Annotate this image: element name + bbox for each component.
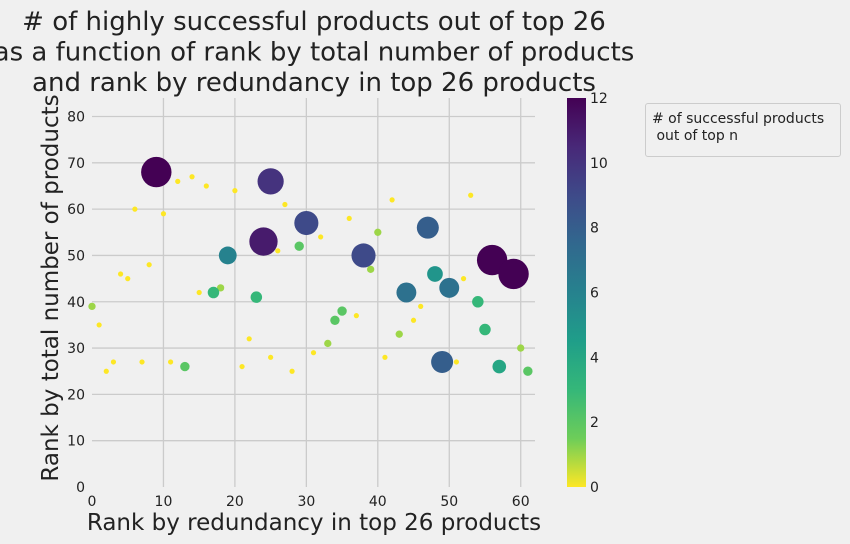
x-tick-label: 60 <box>512 494 530 510</box>
scatter-point <box>427 266 443 282</box>
y-tick-label: 70 <box>67 156 85 172</box>
scatter-point <box>239 363 245 370</box>
scatter-point <box>110 359 117 365</box>
scatter-point <box>196 289 202 296</box>
scatter-point <box>175 178 181 184</box>
scatter-point <box>517 344 525 352</box>
x-tick-label: 0 <box>88 494 97 510</box>
scatter-point <box>351 243 376 268</box>
colorbar-tick-label: 8 <box>590 221 599 237</box>
scatter-point <box>318 234 324 240</box>
scatter-point <box>96 322 102 328</box>
y-tick-label: 10 <box>67 434 85 450</box>
scatter-point <box>374 228 382 236</box>
colorbar-tick-label: 4 <box>590 350 599 366</box>
scatter-point <box>125 276 131 282</box>
scatter-point <box>88 302 96 311</box>
y-axis-label: Rank by total number of products <box>38 94 64 481</box>
x-axis-label: Rank by redundancy in top 26 products <box>87 510 541 536</box>
colorbar-tick-label: 0 <box>590 480 599 496</box>
scatter-point <box>523 366 533 376</box>
scatter-point <box>431 350 454 373</box>
y-tick-label: 80 <box>67 110 85 126</box>
scatter-point <box>410 317 417 323</box>
colorbar-tick-label: 12 <box>590 91 608 107</box>
y-tick-label: 50 <box>67 248 85 264</box>
scatter-point <box>189 174 195 180</box>
scatter-point <box>310 350 317 356</box>
scatter-point <box>218 246 237 265</box>
scatter-point <box>498 258 529 290</box>
scatter-point <box>103 368 109 374</box>
chart-title: # of highly successful products out of t… <box>0 7 634 98</box>
scatter-point <box>203 183 209 189</box>
colorbar-tick-label: 2 <box>590 415 599 431</box>
scatter-point <box>117 271 124 277</box>
scatter-point <box>353 313 359 319</box>
axis-ticks: 0 10 20 30 40 50 60 0 10 20 30 40 50 60 70 80 <box>67 110 529 510</box>
scatter-point <box>167 359 174 365</box>
scatter-point <box>337 306 347 316</box>
scatter-point <box>330 315 340 325</box>
scatter-point <box>246 336 252 342</box>
scatter-point <box>416 216 439 239</box>
title-line: as a function of rank by total number of… <box>0 38 634 68</box>
scatter-point <box>275 248 281 254</box>
scatter-point <box>282 201 288 208</box>
scatter-point <box>180 361 190 372</box>
y-tick-label: 0 <box>76 480 85 496</box>
scatter-point <box>492 359 507 374</box>
scatter-point <box>249 227 278 256</box>
scatter-point <box>232 188 238 194</box>
colorbar-tick-label: 6 <box>590 286 599 302</box>
x-tick-label: 20 <box>226 494 244 510</box>
scatter-point <box>207 286 220 299</box>
colorbar <box>567 98 586 487</box>
scatter-point <box>146 262 152 268</box>
y-tick-label: 40 <box>67 295 85 311</box>
scatter-point <box>216 284 225 292</box>
y-tick-label: 30 <box>67 341 85 357</box>
scatter-point <box>367 265 375 273</box>
colorbar-tick-label: 10 <box>590 156 608 172</box>
scatter-point <box>141 156 172 188</box>
scatter-point <box>160 211 167 217</box>
scatter-point <box>479 323 491 336</box>
legend: # of successful products out of top n <box>645 103 841 157</box>
scatter-point <box>294 210 319 236</box>
title-line: and rank by redundancy in top 26 product… <box>32 68 596 98</box>
scatter-point <box>324 339 332 348</box>
scatter-point <box>418 303 424 309</box>
scatter-point <box>453 359 460 365</box>
scatter-point <box>472 296 484 308</box>
scatter-point <box>396 282 417 303</box>
scatter-point <box>439 277 460 298</box>
scatter-point <box>132 206 138 212</box>
scatter-point <box>139 359 145 365</box>
scatter-point <box>395 330 403 338</box>
x-tick-label: 50 <box>440 494 458 510</box>
scatter-point <box>382 354 388 360</box>
scatter-point <box>460 276 467 282</box>
scatter-point <box>289 368 295 374</box>
scatter-point <box>468 192 474 198</box>
data-points <box>88 156 533 376</box>
scatter-point <box>268 354 274 360</box>
y-tick-label: 20 <box>67 387 85 403</box>
scatter-point <box>294 241 304 251</box>
scatter-point <box>346 215 352 222</box>
colorbar-ticks: 0 2 4 6 8 10 12 <box>590 91 608 496</box>
plot-area <box>92 98 535 487</box>
x-tick-label: 30 <box>297 494 315 510</box>
x-tick-label: 40 <box>369 494 387 510</box>
scatter-point <box>389 197 395 203</box>
y-tick-label: 60 <box>67 202 85 218</box>
x-tick-label: 10 <box>155 494 173 510</box>
title-line: # of highly successful products out of t… <box>22 7 606 37</box>
scatter-point <box>250 291 263 303</box>
scatter-point <box>257 168 284 195</box>
